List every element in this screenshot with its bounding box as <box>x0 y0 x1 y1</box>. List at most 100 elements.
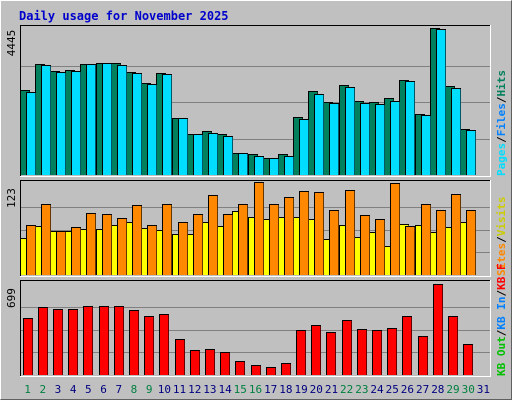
bar-sites-day-20 <box>314 192 324 275</box>
bar-kb-f-day-6 <box>99 306 109 375</box>
bar-sites-day-12 <box>193 214 203 275</box>
bar-edge-left <box>248 154 258 175</box>
bar-sites-day-21 <box>329 210 339 275</box>
bar-sites-day-3 <box>56 231 66 275</box>
bar-fill <box>35 226 45 275</box>
bar-edge-left <box>314 192 324 275</box>
bar-pages-day-19 <box>299 119 309 175</box>
bar-pages-day-17 <box>269 158 279 175</box>
x-label-day-4: 4 <box>70 383 77 396</box>
bar-pages-day-29 <box>451 88 461 175</box>
legend-entry: KB In <box>495 297 508 330</box>
bar-fill <box>129 310 139 375</box>
bar-edge-left <box>451 88 461 175</box>
bar-fill <box>56 231 66 275</box>
bar-edge-left <box>375 104 385 175</box>
bar-fill <box>172 234 182 275</box>
bar-fill <box>65 70 75 175</box>
bar-edge-left <box>56 72 66 175</box>
bar-fill <box>293 217 303 275</box>
bar-edge-left <box>266 367 276 375</box>
bar-pages-day-2 <box>41 65 51 175</box>
bar-fill <box>345 87 355 175</box>
bar-fill <box>111 63 121 175</box>
x-label-day-14: 14 <box>218 383 232 396</box>
bar-pages-day-24 <box>375 104 385 175</box>
bar-fill <box>402 316 412 375</box>
bar-kb-f-day-23 <box>357 329 367 375</box>
bar-sites-day-1 <box>26 225 36 275</box>
bar-fill <box>339 85 349 175</box>
bar-sites-day-9 <box>147 225 157 275</box>
bar-fill <box>314 192 324 275</box>
legend-entry: Visits <box>495 197 508 237</box>
bar-kb-f-day-27 <box>418 336 428 375</box>
bar-sites-day-8 <box>132 205 142 275</box>
bar-edge-left <box>284 156 294 175</box>
bar-fill <box>71 227 81 275</box>
bar-pages-day-30 <box>466 130 476 175</box>
bar-pages-day-20 <box>314 94 324 175</box>
bar-fill <box>53 309 63 375</box>
bar-fill <box>223 214 233 275</box>
legend-entry: / <box>495 96 508 103</box>
bar-fill <box>460 222 470 275</box>
bar-sites-day-19 <box>299 191 309 275</box>
bar-fill <box>299 119 309 175</box>
plot-border-light <box>20 25 491 177</box>
bar-fill <box>466 130 476 175</box>
bar-fill <box>217 226 227 275</box>
bar-fill <box>205 349 215 375</box>
bar-edge-left <box>144 316 154 375</box>
bar-edge-left <box>83 306 93 375</box>
x-label-day-28: 28 <box>431 383 444 396</box>
bar-fill <box>314 94 324 175</box>
bar-fill <box>263 158 273 175</box>
bar-fill <box>360 215 370 275</box>
bar-sites-day-5 <box>86 213 96 275</box>
bar-fill <box>35 64 45 175</box>
bar-pages-day-4 <box>71 71 81 175</box>
bar-sites-day-6 <box>102 214 112 275</box>
bar-sites-day-10 <box>162 204 172 275</box>
bar-pages-day-27 <box>421 115 431 175</box>
bar-edge-left <box>56 231 66 275</box>
bar-kb-f-day-24 <box>372 330 382 375</box>
bar-fill <box>68 309 78 375</box>
bar-fill <box>448 316 458 375</box>
bar-edge-left <box>345 190 355 275</box>
bar-edge-left <box>223 214 233 275</box>
bar-kb-f-day-28 <box>433 284 443 375</box>
bar-edge-left <box>326 332 336 375</box>
bar-fill <box>451 88 461 175</box>
bar-fill <box>102 63 112 175</box>
bar-fill <box>65 231 75 275</box>
bar-fill <box>251 365 261 375</box>
bar-edge-left <box>345 87 355 175</box>
bar-kb-f-day-30 <box>463 344 473 375</box>
x-label-day-9: 9 <box>146 383 153 396</box>
y-max-label: 123 <box>5 188 18 208</box>
legend-entry: / <box>495 136 508 143</box>
bar-fill <box>41 204 51 275</box>
bar-fill <box>278 217 288 275</box>
bar-sites-day-16 <box>254 182 264 275</box>
bar-edge-left <box>205 349 215 375</box>
bar-edge-left <box>360 103 370 175</box>
bar-kb-f-day-5 <box>83 306 93 375</box>
bar-fill <box>354 101 364 175</box>
bar-edge-left <box>238 153 248 175</box>
bar-edge-left <box>448 316 458 375</box>
legend-entry: Hits <box>495 70 508 97</box>
bar-edge-left <box>26 92 36 175</box>
bar-fill <box>384 246 394 275</box>
bar-fill <box>175 339 185 375</box>
bar-edge-left <box>220 352 230 375</box>
x-label-day-23: 23 <box>355 383 368 396</box>
panel-legend: KB Out/KB In/KB F <box>495 263 508 376</box>
bar-fill <box>433 284 443 375</box>
bar-fill <box>178 118 188 175</box>
bar-pages-day-3 <box>56 72 66 175</box>
